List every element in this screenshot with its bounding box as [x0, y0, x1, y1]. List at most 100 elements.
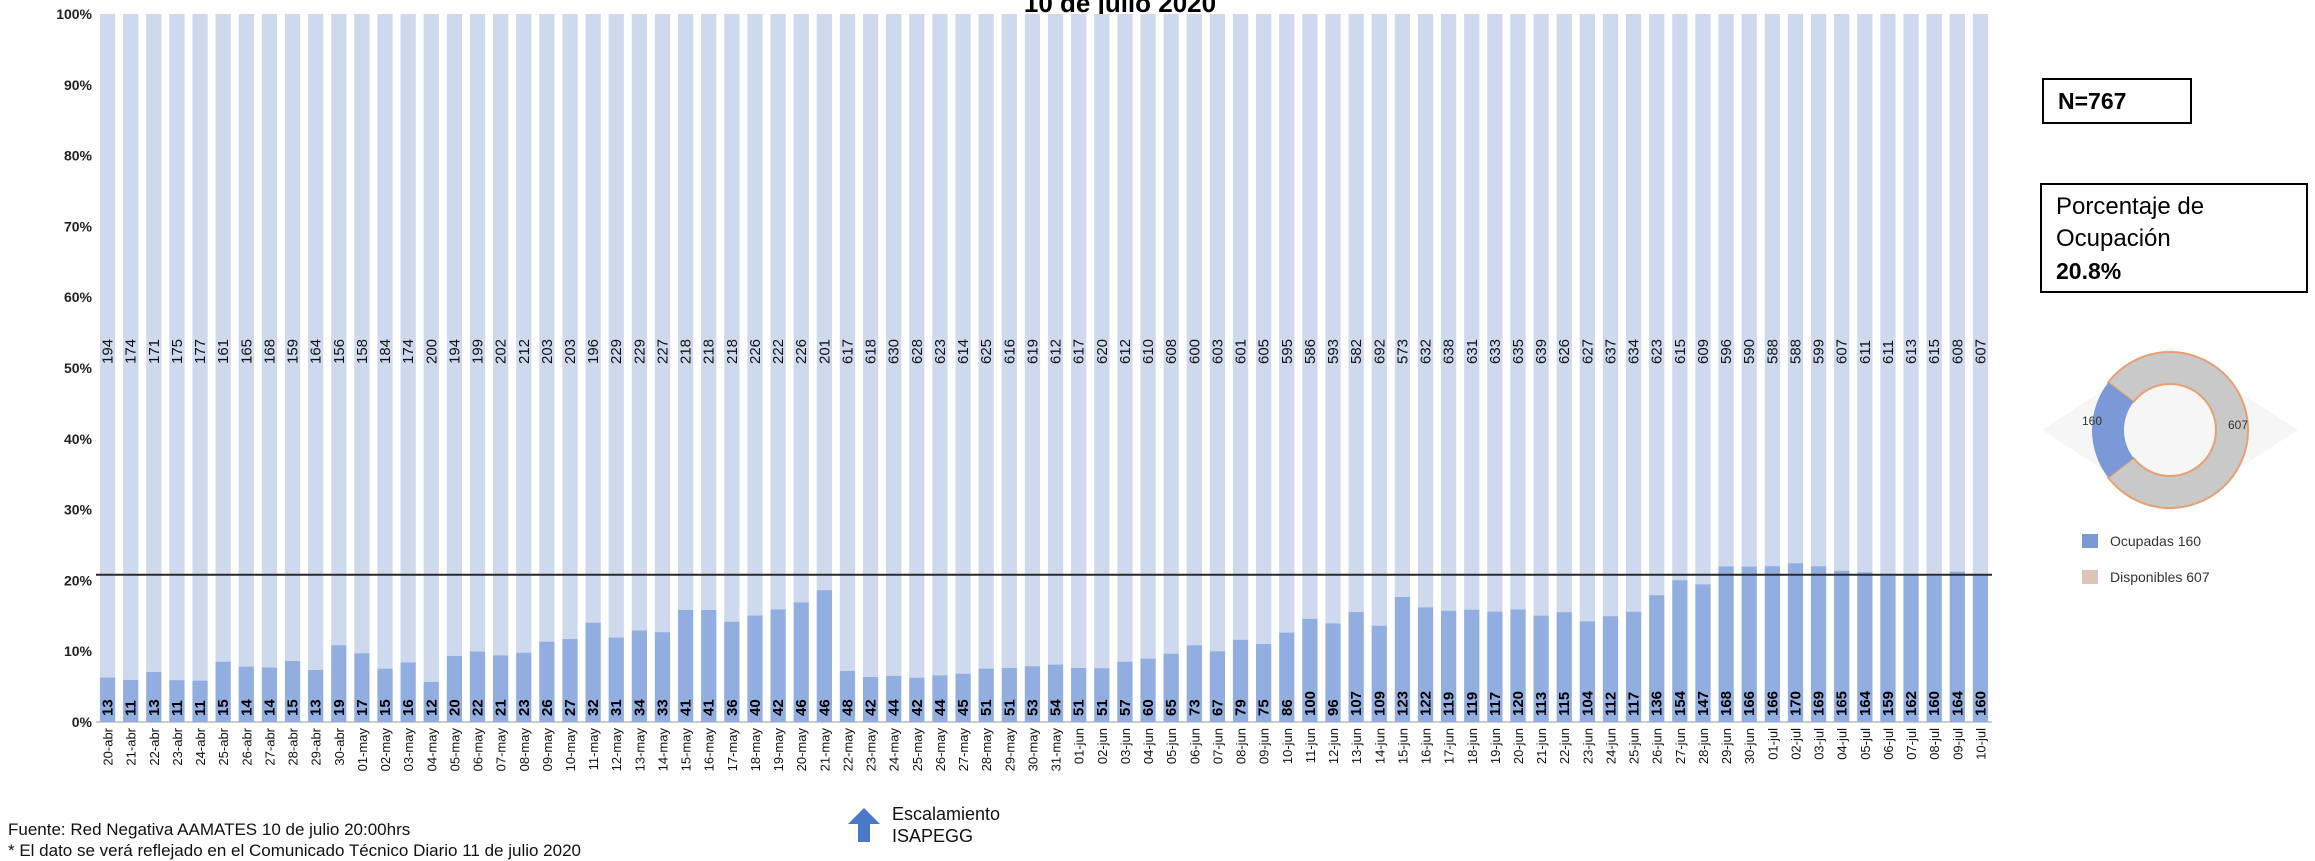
bar-available — [1186, 14, 1202, 646]
source-note: Fuente: Red Negativa AAMATES 10 de julio… — [8, 820, 411, 839]
bar-available — [123, 14, 139, 680]
bar-label-occupied: 19 — [331, 699, 348, 716]
x-tick-label: 21-may — [817, 728, 832, 772]
bar-label-occupied: 107 — [1348, 691, 1365, 716]
bar-label-available: 628 — [909, 339, 926, 364]
bar-available — [192, 14, 208, 681]
x-tick-label: 29-jun — [1719, 728, 1734, 764]
bar-available — [1926, 14, 1942, 576]
x-tick-label: 26-abr — [239, 727, 254, 765]
total-beds-label: N=767 — [2058, 88, 2127, 114]
bar-available — [1302, 14, 1318, 619]
bar-label-occupied: 164 — [1857, 690, 1874, 716]
x-tick-label: 29-may — [1002, 728, 1017, 772]
bar-label-occupied: 45 — [955, 699, 972, 716]
x-tick-label: 19-jun — [1488, 728, 1503, 764]
bar-available — [1949, 14, 1965, 572]
bar-occupied — [1071, 667, 1087, 722]
bar-available — [1695, 14, 1711, 585]
bar-available — [909, 14, 925, 678]
bar-label-occupied: 169 — [1811, 691, 1828, 716]
bar-occupied — [1602, 616, 1619, 722]
x-tick-label: 15-may — [679, 728, 694, 772]
bar-available — [516, 14, 532, 653]
x-tick-label: 22-jun — [1557, 728, 1572, 764]
bar-available — [1094, 14, 1110, 669]
x-tick-label: 01-jul — [1765, 728, 1780, 760]
bar-label-occupied: 27 — [562, 699, 579, 716]
bar-label-available: 165 — [238, 339, 255, 364]
bar-available — [1510, 14, 1526, 610]
bar-label-occupied: 117 — [1487, 692, 1504, 716]
x-tick-label: 29-abr — [309, 727, 324, 765]
bar-occupied — [1140, 658, 1156, 722]
bar-label-occupied: 86 — [1279, 699, 1296, 716]
bar-label-occupied: 168 — [1718, 691, 1735, 716]
bar-label-available: 617 — [839, 339, 856, 364]
legend-swatch-occupied — [2082, 534, 2098, 548]
legend-swatch-available — [2082, 570, 2098, 584]
x-tick-label: 12-may — [609, 728, 624, 772]
donut-slice-available — [2106, 351, 2249, 509]
bar-label-occupied: 11 — [123, 700, 140, 716]
bar-available — [261, 14, 278, 668]
bar-label-available: 203 — [562, 339, 579, 364]
bar-occupied — [654, 632, 671, 722]
x-tick-label: 28-jun — [1696, 728, 1711, 764]
bar-available — [1602, 14, 1619, 617]
x-tick-label: 10-may — [563, 728, 578, 772]
occupancy-donut-chart: 160 607 — [2042, 347, 2298, 513]
x-tick-label: 20-may — [794, 728, 809, 772]
bar-available — [1348, 14, 1364, 613]
bar-label-occupied: 42 — [909, 699, 926, 716]
bar-label-occupied: 21 — [493, 699, 510, 716]
bar-label-occupied: 159 — [1880, 691, 1897, 716]
x-tick-label: 01-jun — [1072, 728, 1087, 764]
bar-available — [1903, 14, 1919, 575]
x-tick-label: 14-jun — [1372, 728, 1387, 764]
bar-label-occupied: 73 — [1186, 699, 1203, 716]
bar-occupied — [400, 662, 416, 722]
bar-available — [215, 14, 231, 662]
bar-label-available: 639 — [1533, 339, 1550, 364]
bar-occupied — [1001, 667, 1017, 722]
bar-available — [1579, 14, 1595, 622]
bar-label-occupied: 67 — [1209, 699, 1226, 716]
bar-available — [1487, 14, 1503, 612]
bar-occupied — [1024, 666, 1041, 722]
bar-label-occupied: 14 — [238, 699, 255, 716]
x-tick-label: 04-jul — [1835, 728, 1850, 760]
bar-label-available: 620 — [1094, 339, 1111, 364]
bar-occupied — [631, 630, 647, 722]
bar-label-available: 638 — [1441, 339, 1458, 364]
bar-occupied — [1441, 610, 1457, 722]
bar-label-occupied: 75 — [1256, 699, 1273, 716]
x-tick-label: 03-jul — [1812, 728, 1827, 760]
bar-label-available: 607 — [1972, 339, 1989, 364]
bar-occupied — [816, 590, 832, 722]
x-tick-label: 06-jun — [1187, 728, 1202, 764]
bar-occupied — [516, 652, 532, 722]
bar-available — [400, 14, 416, 663]
total-beds-box: N=767 — [2042, 78, 2192, 124]
bar-label-available: 619 — [1024, 339, 1041, 364]
bar-available — [886, 14, 902, 676]
bar-available — [747, 14, 763, 616]
bar-label-occupied: 165 — [1834, 691, 1851, 716]
bar-label-occupied: 120 — [1510, 691, 1527, 716]
bar-label-available: 632 — [1418, 339, 1435, 364]
x-tick-label: 02-may — [378, 728, 393, 772]
bar-label-available: 226 — [747, 339, 764, 364]
bar-label-available: 229 — [608, 339, 625, 364]
bar-label-available: 212 — [516, 339, 533, 364]
bar-label-occupied: 46 — [816, 699, 833, 716]
bar-occupied — [1302, 618, 1318, 722]
bar-label-occupied: 13 — [100, 699, 117, 716]
bar-occupied — [1510, 609, 1526, 722]
bar-label-occupied: 51 — [1071, 699, 1088, 716]
bar-label-available: 196 — [585, 339, 602, 364]
bar-occupied — [1834, 570, 1850, 722]
bar-label-occupied: 154 — [1672, 690, 1689, 716]
bar-label-available: 612 — [1117, 339, 1134, 364]
bar-label-available: 603 — [1209, 339, 1226, 364]
